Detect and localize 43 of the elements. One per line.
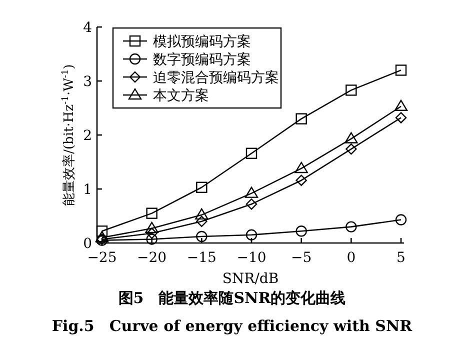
x-tick-label: −10: [236, 250, 266, 266]
point: [395, 112, 407, 124]
point: [395, 64, 407, 76]
x-tick-label: 0: [346, 250, 356, 266]
y-tick-label: 0: [83, 236, 92, 252]
point: [244, 186, 258, 198]
x-tick-label: 5: [396, 250, 406, 266]
point: [296, 113, 307, 124]
point: [246, 229, 258, 240]
point: [395, 214, 407, 226]
point: [294, 162, 308, 174]
point: [196, 216, 208, 227]
point: [96, 226, 108, 237]
point: [346, 143, 357, 155]
point: [344, 132, 358, 144]
y-tick-label: 2: [83, 128, 92, 144]
point: [246, 198, 258, 210]
y-tick-label: 1: [83, 182, 92, 198]
y-tick-label: 3: [83, 74, 92, 90]
point: [296, 174, 307, 186]
point: [394, 100, 408, 111]
legend-label: 迫零混合预编码方案: [153, 69, 279, 86]
point: [195, 208, 208, 220]
point: [346, 84, 357, 96]
point: [296, 226, 307, 237]
x-tick-label: −5: [291, 250, 312, 266]
caption: 图5 能量效率随SNR的变化曲线: [118, 289, 346, 307]
legend-label: 模拟预编码方案: [153, 33, 251, 50]
legend-label: 本文方案: [153, 87, 209, 104]
point: [146, 234, 158, 245]
caption: Fig.5 Curve of energy efficiency with SNR: [52, 317, 413, 335]
legend-label: 数字预编码方案: [153, 51, 251, 68]
point: [196, 230, 208, 242]
x-tick-label: −15: [186, 250, 216, 266]
point: [196, 182, 208, 193]
point: [146, 208, 158, 219]
point: [145, 222, 158, 234]
x-tick-label: −20: [137, 250, 167, 266]
y-tick-label: 4: [83, 20, 92, 36]
x-axis-title: SNR/dB: [222, 271, 279, 287]
point: [246, 148, 258, 159]
point: [346, 221, 357, 232]
x-tick-label: −25: [87, 250, 117, 266]
